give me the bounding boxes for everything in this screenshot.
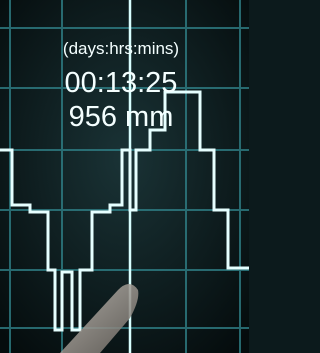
time-format-label: (days:hrs:mins): [63, 39, 179, 58]
screen-photo: (days:hrs:mins) 00:13:25 956 mm: [0, 0, 249, 353]
elapsed-time: 00:13:25: [65, 67, 178, 99]
reading: 956 mm: [69, 101, 174, 133]
page: (days:hrs:mins) 00:13:25 956 mm (() => {…: [0, 0, 320, 353]
